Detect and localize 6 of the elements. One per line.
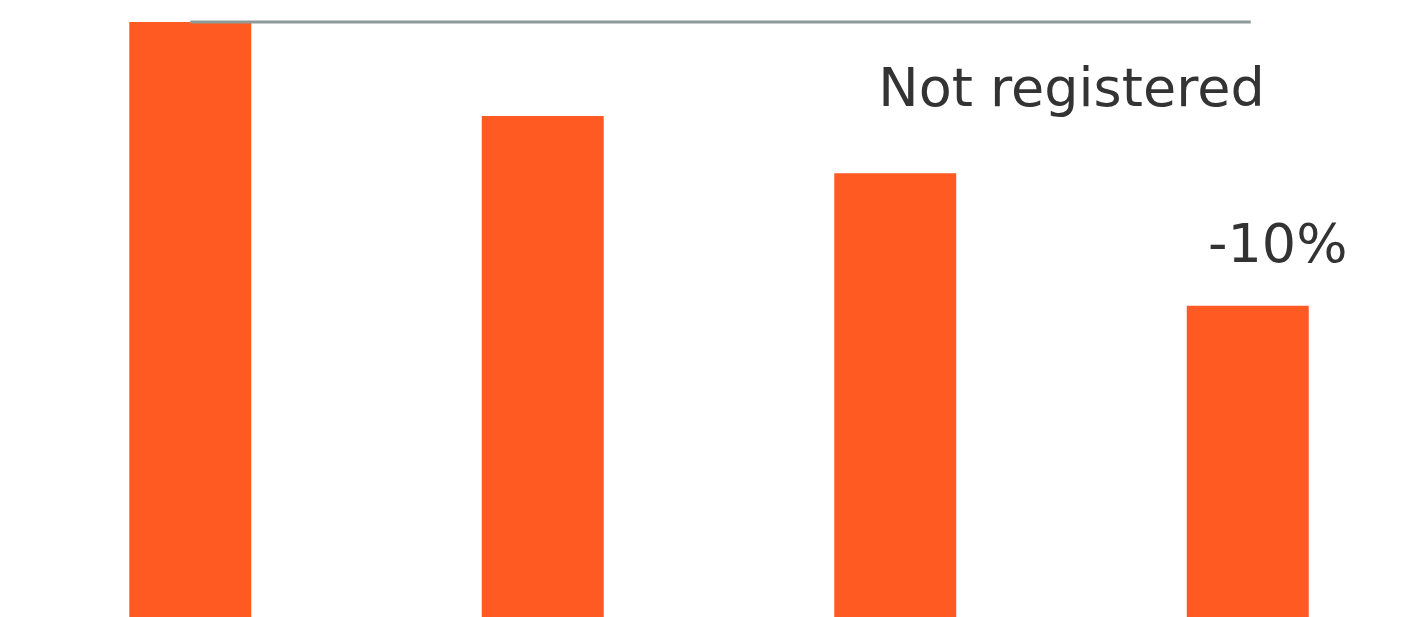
bar [481,116,604,617]
bar [834,173,957,617]
annotation: -10% [1207,211,1348,275]
bar [1186,305,1309,617]
annotation: Not registered [878,56,1265,120]
bar [129,22,252,617]
